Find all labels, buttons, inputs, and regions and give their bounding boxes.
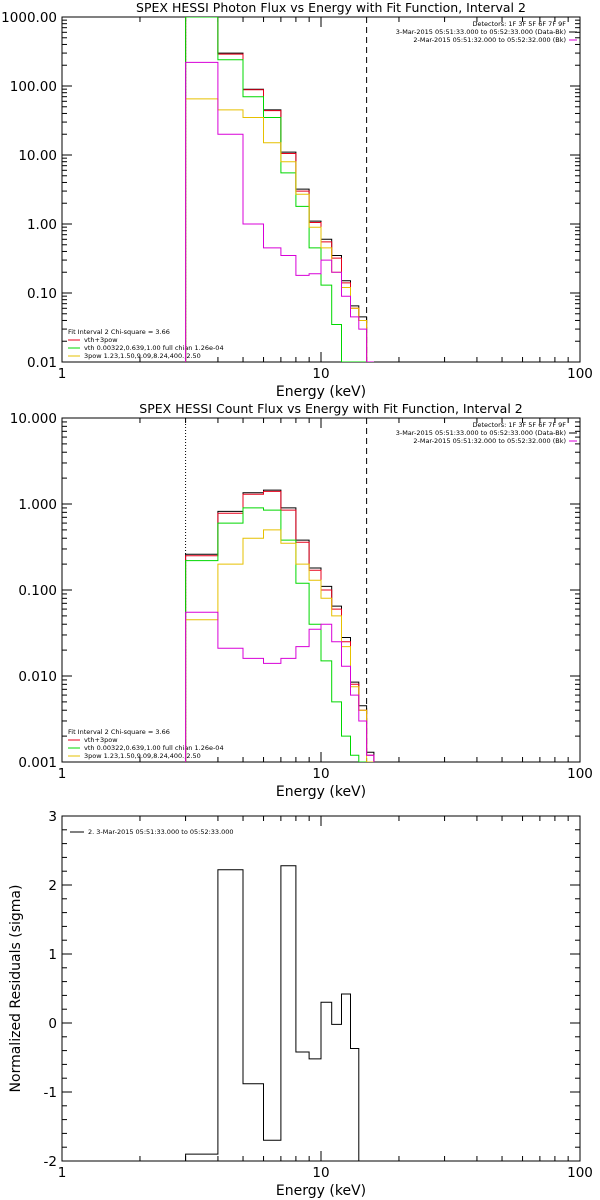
x-tick-label: 10 [312, 366, 329, 382]
legend-vth-3pow: vth+3pow [84, 336, 118, 344]
y-tick-label: 0.100 [18, 583, 57, 599]
count-flux-title: SPEX HESSI Count Flux vs Energy with Fit… [139, 401, 522, 416]
bk-series-line [185, 61, 374, 362]
data-bk-series-line [185, 17, 374, 362]
residuals-x-axis-label: Energy (keV) [276, 1183, 366, 1199]
residuals-panel: Energy (keV) Normalized Residuals (sigma… [8, 809, 593, 1199]
y-tick-label: 0 [48, 1016, 57, 1032]
y-tick-label: 10.00 [18, 148, 57, 164]
x-tick-label: 100 [567, 1165, 593, 1181]
legend-vth: vth 0.00322,0.639,1.00 full chian 1.26e-… [84, 744, 224, 752]
y-tick-label: 100.00 [10, 79, 57, 95]
y-tick-label: 0.010 [18, 669, 57, 685]
x-tick-label: 100 [567, 366, 593, 382]
photon-flux-title: SPEX HESSI Photon Flux vs Energy with Fi… [136, 0, 526, 15]
y-tick-label: 0.001 [18, 755, 57, 771]
x-tick-label: 1 [58, 766, 67, 782]
residual-series-line [185, 865, 367, 1161]
y-tick-label: 1000.00 [1, 10, 57, 26]
y-tick-label: 1.000 [18, 497, 57, 513]
residuals-legend-label: 2. 3-Mar-2015 05:51:33.000 to 05:52:33.0… [88, 828, 234, 836]
residuals-plot-frame [61, 815, 581, 1162]
legend-3pow: 3pow 1.23,1.50,9.09,8.24,400.,2.50 [84, 352, 201, 360]
fit-interval-header: Fit Interval 2 Chi-square = 3.66 [68, 728, 170, 736]
vth-series-line [185, 507, 374, 762]
background-interval-line: 2-Mar-2015 05:51:32.000 to 05:52:32.000 … [413, 36, 566, 44]
legend-vth: vth 0.00322,0.639,1.00 full chian 1.26e-… [84, 344, 224, 352]
x-tick-label: 100 [567, 766, 593, 782]
y-tick-label: 3 [48, 809, 57, 825]
detectors-line: Detectors: 1F 3F 5F 6F 7F 9F [472, 20, 566, 28]
3pow-series-line [185, 98, 374, 362]
3pow-series-line [185, 529, 374, 762]
photon-flux-panel: SPEX HESSI Photon Flux vs Energy with Fi… [1, 0, 593, 400]
background-interval-line: 2-Mar-2015 05:51:32.000 to 05:52:32.000 … [413, 437, 566, 445]
y-tick-label: 1 [48, 947, 57, 963]
x-tick-label: 1 [58, 1165, 67, 1181]
data-interval-line: 3-Mar-2015 05:51:33.000 to 05:52:33.000 … [396, 28, 566, 36]
y-tick-label: -1 [44, 1085, 57, 1101]
y-tick-label: 1.00 [27, 217, 57, 233]
bk-series-line [185, 611, 375, 762]
residuals-y-axis-label: Normalized Residuals (sigma) [8, 885, 24, 1093]
vth-3pow-series-line [185, 490, 375, 762]
photon-flux-x-axis-label: Energy (keV) [276, 384, 366, 400]
vth-3pow-series-line [185, 17, 374, 362]
legend-3pow: 3pow 1.23,1.50,9.09,8.24,400.,2.50 [84, 752, 201, 760]
y-tick-label: 0.01 [27, 355, 57, 371]
x-tick-label: 10 [312, 1165, 329, 1181]
y-tick-label: 0.10 [27, 286, 57, 302]
data-interval-line: 3-Mar-2015 05:51:33.000 to 05:52:33.000 … [396, 429, 566, 437]
x-tick-label: 1 [58, 366, 67, 382]
detectors-line: Detectors: 1F 3F 5F 6F 7F 9F [472, 421, 566, 429]
data-bk-series-line [185, 489, 375, 762]
x-tick-label: 10 [312, 766, 329, 782]
y-tick-label: 10.000 [10, 411, 57, 427]
y-tick-label: -2 [44, 1154, 57, 1170]
photon-flux-plot-frame [61, 16, 581, 363]
y-tick-label: 2 [48, 878, 57, 894]
count-flux-panel: SPEX HESSI Count Flux vs Energy with Fit… [10, 401, 593, 800]
legend-vth-3pow: vth+3pow [84, 736, 118, 744]
vth-series-line [185, 17, 374, 362]
count-flux-x-axis-label: Energy (keV) [276, 784, 366, 800]
fit-interval-header: Fit Interval 2 Chi-square = 3.66 [68, 328, 170, 336]
